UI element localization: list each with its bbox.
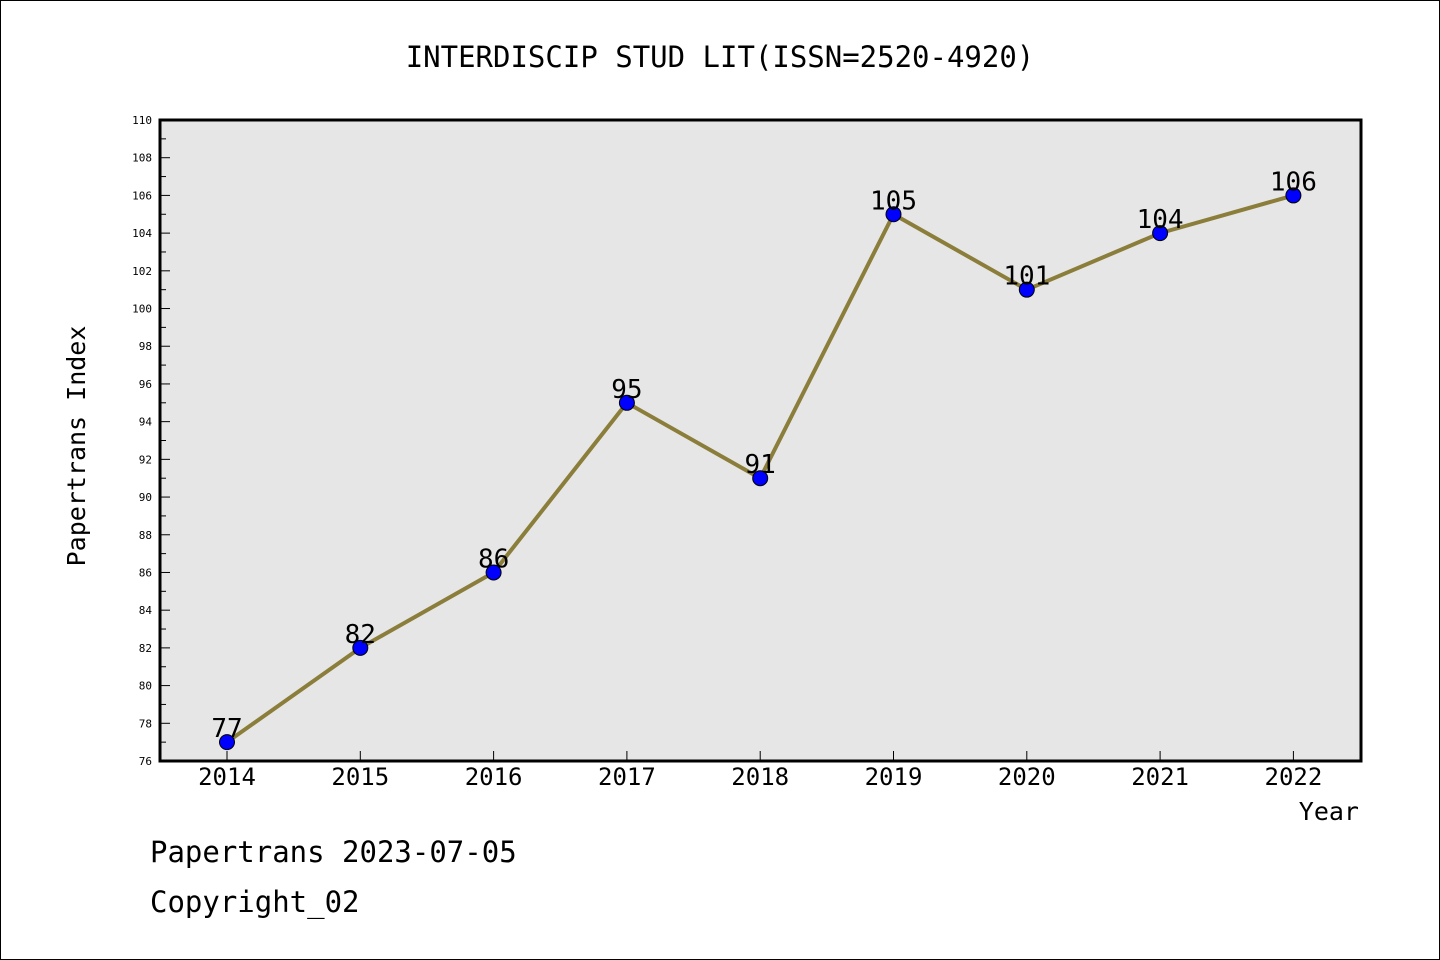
y-tick-label: 76 (139, 755, 152, 768)
x-tick-label: 2021 (1131, 763, 1189, 791)
footer-copyright: Copyright_02 (150, 885, 360, 919)
data-label: 77 (211, 714, 242, 744)
data-point (752, 470, 769, 487)
data-label: 91 (745, 450, 776, 480)
y-tick-label: 102 (132, 265, 152, 278)
data-point (352, 639, 369, 656)
series-line-group (219, 187, 1302, 751)
y-axis: 76 78 80 82 84 86 88 90 92 94 96 98 100 102 104 106 108 1… (132, 114, 170, 768)
y-tick-label: 84 (139, 604, 153, 617)
x-tick-label: 2016 (465, 763, 523, 791)
y-axis-label: Papertrans Index (62, 326, 91, 567)
data-point (1152, 225, 1169, 242)
data-point (885, 206, 902, 223)
y-tick-label: 92 (139, 453, 152, 466)
data-label: 82 (345, 620, 376, 650)
y-tick-label: 104 (132, 227, 152, 240)
y-tick-label: 80 (139, 680, 152, 693)
y-tick-label: 100 (132, 303, 152, 316)
data-point (485, 564, 502, 581)
data-label: 104 (1137, 205, 1184, 235)
y-tick-label: 86 (139, 566, 152, 579)
x-tick-label: 2015 (331, 763, 389, 791)
x-axis-label: Year (1299, 797, 1359, 826)
y-tick-label: 94 (139, 416, 153, 429)
x-tick-label: 2019 (865, 763, 923, 791)
x-tick-label: 2018 (731, 763, 789, 791)
y-tick-label: 90 (139, 491, 152, 504)
y-tick-label: 82 (139, 642, 152, 655)
y-tick-label: 78 (139, 717, 152, 730)
data-point (219, 734, 235, 751)
data-labels: 77 82 86 95 91 105 101 104 106 (211, 167, 1317, 744)
x-tick-label: 2020 (998, 763, 1056, 791)
data-label: 95 (611, 375, 642, 405)
x-tick-label: 2017 (598, 763, 656, 791)
y-tick-label: 106 (132, 189, 152, 202)
y-tick-label: 110 (132, 114, 152, 127)
x-tick-label: 2014 (198, 763, 256, 791)
data-label: 105 (870, 186, 917, 216)
x-tick-label: 2022 (1265, 763, 1323, 791)
data-point (1018, 281, 1035, 298)
y-tick-label: 96 (139, 378, 152, 391)
data-label: 101 (1003, 262, 1050, 292)
y-tick-label: 108 (132, 152, 152, 165)
x-axis: 2014 2015 2016 2017 2018 2019 2020 2021 2022 (198, 751, 1322, 791)
footer-date: Papertrans 2023-07-05 (150, 835, 517, 869)
plot-border (158, 118, 1363, 763)
y-tick-label: 88 (139, 529, 152, 542)
data-label: 106 (1270, 167, 1317, 197)
chart-title: INTERDISCIP STUD LIT(ISSN=2520-4920) (406, 40, 1035, 74)
data-point (1285, 187, 1302, 204)
y-tick-label: 98 (139, 340, 152, 353)
data-point (618, 394, 635, 411)
data-label: 86 (478, 544, 509, 574)
